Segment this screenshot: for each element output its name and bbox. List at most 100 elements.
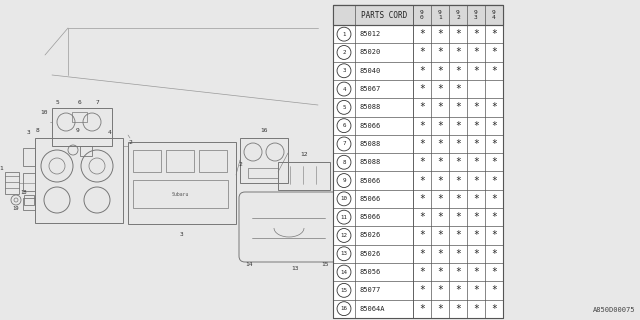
Text: *: * [473, 249, 479, 259]
Text: 9
4: 9 4 [492, 10, 496, 20]
Text: *: * [491, 102, 497, 112]
Text: 11: 11 [340, 215, 348, 220]
Text: *: * [419, 194, 425, 204]
Bar [333, 5, 503, 25]
Text: *: * [419, 157, 425, 167]
Text: 7: 7 [95, 100, 99, 105]
Text: *: * [419, 121, 425, 131]
Bar [166, 150, 194, 172]
Bar [278, 162, 330, 190]
Text: 2: 2 [342, 50, 346, 55]
Text: *: * [491, 176, 497, 186]
Text: 9
0: 9 0 [420, 10, 424, 20]
Text: *: * [491, 194, 497, 204]
Text: 3: 3 [180, 231, 184, 236]
Text: *: * [419, 267, 425, 277]
Circle shape [337, 45, 351, 60]
Text: *: * [437, 194, 443, 204]
Text: *: * [491, 304, 497, 314]
Text: *: * [419, 139, 425, 149]
Text: 8: 8 [36, 129, 40, 133]
Text: *: * [419, 230, 425, 240]
Text: *: * [455, 230, 461, 240]
Text: 15: 15 [321, 262, 329, 268]
Text: 12: 12 [340, 233, 348, 238]
Text: *: * [437, 176, 443, 186]
Text: 14: 14 [340, 269, 348, 275]
Text: *: * [455, 194, 461, 204]
Text: *: * [455, 66, 461, 76]
Text: 14: 14 [245, 262, 253, 268]
Text: *: * [419, 176, 425, 186]
Text: *: * [437, 47, 443, 58]
Text: *: * [473, 285, 479, 295]
Text: 5: 5 [55, 100, 59, 105]
Text: 15: 15 [340, 288, 348, 293]
Text: *: * [437, 267, 443, 277]
Text: *: * [455, 29, 461, 39]
Text: 85056: 85056 [359, 269, 380, 275]
Text: *: * [473, 267, 479, 277]
Text: 85067: 85067 [359, 86, 380, 92]
Text: *: * [419, 102, 425, 112]
Text: 1: 1 [0, 166, 3, 172]
Text: 3: 3 [342, 68, 346, 73]
Text: *: * [491, 212, 497, 222]
Text: *: * [491, 157, 497, 167]
Text: *: * [437, 157, 443, 167]
Circle shape [337, 155, 351, 169]
Text: 7: 7 [342, 141, 346, 147]
Circle shape [337, 27, 351, 41]
Text: 16: 16 [260, 129, 268, 133]
Circle shape [337, 119, 351, 132]
Bar [80, 146, 92, 156]
Text: *: * [437, 230, 443, 240]
Text: 10: 10 [40, 110, 48, 116]
Text: 85012: 85012 [359, 31, 380, 37]
Text: 10: 10 [340, 196, 348, 201]
Text: *: * [437, 139, 443, 149]
Text: *: * [419, 29, 425, 39]
Text: 3: 3 [27, 131, 31, 135]
Text: *: * [473, 139, 479, 149]
Text: 85066: 85066 [359, 123, 380, 129]
Text: 4: 4 [342, 86, 346, 92]
Bar [5, 172, 19, 194]
Text: *: * [455, 102, 461, 112]
Bar [52, 108, 112, 146]
Text: *: * [455, 212, 461, 222]
Bar [72, 112, 87, 122]
Bar [333, 5, 503, 318]
Text: 4: 4 [108, 131, 112, 135]
Text: *: * [473, 102, 479, 112]
Text: 6: 6 [342, 123, 346, 128]
Text: *: * [473, 29, 479, 39]
Text: 13: 13 [340, 251, 348, 256]
Text: PARTS CORD: PARTS CORD [361, 11, 407, 20]
Circle shape [337, 284, 351, 297]
Circle shape [337, 302, 351, 316]
Text: *: * [473, 66, 479, 76]
Bar [35, 138, 123, 223]
Text: *: * [437, 102, 443, 112]
Text: *: * [419, 304, 425, 314]
Circle shape [337, 247, 351, 261]
Text: *: * [455, 157, 461, 167]
Text: *: * [419, 66, 425, 76]
Text: *: * [473, 194, 479, 204]
Text: *: * [473, 212, 479, 222]
Text: *: * [473, 176, 479, 186]
Text: 85088: 85088 [359, 141, 380, 147]
Text: 5: 5 [342, 105, 346, 110]
Text: *: * [437, 304, 443, 314]
Text: *: * [419, 212, 425, 222]
Text: *: * [419, 249, 425, 259]
Circle shape [337, 210, 351, 224]
Text: *: * [455, 304, 461, 314]
Text: *: * [455, 176, 461, 186]
Text: 9: 9 [75, 129, 79, 133]
Text: *: * [491, 29, 497, 39]
Text: 85066: 85066 [359, 214, 380, 220]
Text: *: * [491, 267, 497, 277]
Text: 85040: 85040 [359, 68, 380, 74]
